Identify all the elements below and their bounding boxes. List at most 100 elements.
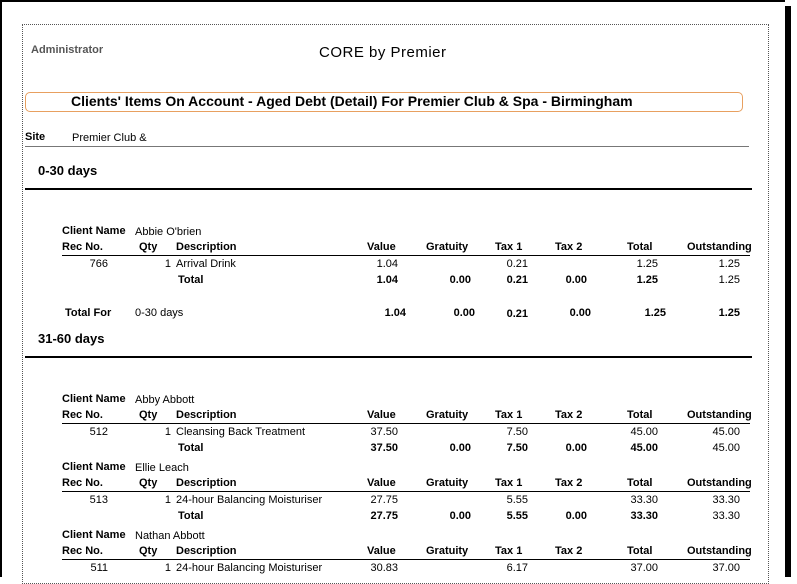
client-total-tax2: 0.00 bbox=[565, 510, 587, 522]
section-title: 0-30 days bbox=[38, 163, 98, 178]
outstanding: 37.00 bbox=[712, 562, 740, 574]
client-name: Abby Abbott bbox=[135, 394, 195, 406]
total: 45.00 bbox=[630, 426, 658, 438]
total: 1.25 bbox=[636, 258, 658, 270]
client-name-label: Client Name bbox=[62, 225, 126, 237]
column-header: Total bbox=[627, 241, 653, 253]
client-total-value: 37.50 bbox=[370, 442, 398, 454]
description: 24-hour Balancing Moisturiser bbox=[176, 562, 323, 574]
client-total-value: 27.75 bbox=[370, 510, 398, 522]
header-rule bbox=[62, 559, 750, 560]
client-total-tax2: 0.00 bbox=[565, 274, 587, 286]
report-title: Clients' Items On Account - Aged Debt (D… bbox=[71, 93, 633, 109]
client-total-outstanding: 33.30 bbox=[712, 510, 740, 522]
header-rule bbox=[62, 255, 750, 256]
section-total-total: 1.25 bbox=[644, 307, 666, 319]
column-header: Qty bbox=[139, 477, 158, 489]
column-header: Tax 2 bbox=[555, 477, 583, 489]
client-total-tax1: 0.21 bbox=[506, 274, 528, 286]
tax1: 7.50 bbox=[506, 426, 528, 438]
site-label: Site bbox=[25, 131, 46, 143]
client-total-total: 33.30 bbox=[630, 510, 658, 522]
column-header: Tax 2 bbox=[555, 241, 583, 253]
client-total-tax2: 0.00 bbox=[565, 442, 587, 454]
column-header: Value bbox=[367, 409, 396, 421]
client-name: Nathan Abbott bbox=[135, 530, 205, 542]
client-name: Ellie Leach bbox=[135, 462, 189, 474]
qty: 1 bbox=[164, 494, 171, 506]
client-total-total: 1.25 bbox=[636, 274, 658, 286]
client-total-outstanding: 1.25 bbox=[718, 274, 740, 286]
client-total-total: 45.00 bbox=[630, 442, 658, 454]
section-total-value: 1.04 bbox=[384, 307, 406, 319]
report-page bbox=[0, 0, 785, 577]
client-total-outstanding: 45.00 bbox=[712, 442, 740, 454]
column-header: Outstanding bbox=[687, 409, 752, 421]
site-divider bbox=[25, 146, 749, 147]
outstanding: 1.25 bbox=[718, 258, 740, 270]
column-header: Gratuity bbox=[426, 409, 469, 421]
rec-no: 766 bbox=[89, 258, 108, 270]
qty: 1 bbox=[164, 258, 171, 270]
client-total-gratuity: 0.00 bbox=[449, 274, 471, 286]
column-header: Tax 1 bbox=[495, 477, 523, 489]
header-rule bbox=[62, 491, 750, 492]
client-name-label: Client Name bbox=[62, 393, 126, 405]
section-title: 31-60 days bbox=[38, 331, 105, 346]
column-header: Qty bbox=[139, 241, 158, 253]
column-header: Tax 1 bbox=[495, 409, 523, 421]
column-header: Total bbox=[627, 545, 653, 557]
site-value: Premier Club & bbox=[72, 132, 147, 144]
client-total-gratuity: 0.00 bbox=[449, 442, 471, 454]
column-header: Gratuity bbox=[426, 545, 469, 557]
tax1: 6.17 bbox=[506, 562, 528, 574]
client-name-label: Client Name bbox=[62, 529, 126, 541]
tax1: 5.55 bbox=[506, 494, 528, 506]
column-header: Rec No. bbox=[62, 545, 103, 557]
client-total-value: 1.04 bbox=[376, 274, 398, 286]
user-name: Administrator bbox=[31, 44, 104, 56]
section-total-outstanding: 1.25 bbox=[718, 307, 740, 319]
column-header: Total bbox=[627, 477, 653, 489]
qty: 1 bbox=[164, 426, 171, 438]
column-header: Qty bbox=[139, 545, 158, 557]
value: 1.04 bbox=[376, 258, 398, 270]
column-header: Tax 2 bbox=[555, 409, 583, 421]
section-total-label: Total For bbox=[65, 307, 112, 319]
description: Arrival Drink bbox=[176, 258, 236, 270]
column-header: Description bbox=[176, 477, 237, 489]
section-rule bbox=[25, 188, 752, 190]
column-header: Outstanding bbox=[687, 545, 752, 557]
column-header: Total bbox=[627, 409, 653, 421]
column-header: Tax 2 bbox=[555, 545, 583, 557]
client-total-tax1: 7.50 bbox=[506, 442, 528, 454]
value: 27.75 bbox=[370, 494, 398, 506]
client-total-label: Total bbox=[178, 442, 204, 454]
tax1: 0.21 bbox=[506, 258, 528, 270]
total: 37.00 bbox=[630, 562, 658, 574]
outstanding: 45.00 bbox=[712, 426, 740, 438]
value: 30.83 bbox=[370, 562, 398, 574]
outstanding: 33.30 bbox=[712, 494, 740, 506]
client-name-label: Client Name bbox=[62, 461, 126, 473]
column-header: Qty bbox=[139, 409, 158, 421]
client-total-gratuity: 0.00 bbox=[449, 510, 471, 522]
rec-no: 512 bbox=[89, 426, 108, 438]
client-total-label: Total bbox=[178, 274, 204, 286]
client-name: Abbie O'brien bbox=[135, 226, 202, 238]
client-total-tax1: 5.55 bbox=[506, 510, 528, 522]
column-header: Gratuity bbox=[426, 241, 469, 253]
column-header: Outstanding bbox=[687, 241, 752, 253]
column-header: Value bbox=[367, 477, 396, 489]
column-header: Description bbox=[176, 545, 237, 557]
column-header: Rec No. bbox=[62, 477, 103, 489]
client-total-label: Total bbox=[178, 510, 204, 522]
rec-no: 513 bbox=[89, 494, 108, 506]
header-rule bbox=[62, 423, 750, 424]
column-header: Gratuity bbox=[426, 477, 469, 489]
column-header: Tax 1 bbox=[495, 545, 523, 557]
section-total-tax1: 0.21 bbox=[506, 308, 528, 320]
column-header: Outstanding bbox=[687, 477, 752, 489]
column-header: Description bbox=[176, 241, 237, 253]
description: Cleansing Back Treatment bbox=[176, 426, 306, 438]
